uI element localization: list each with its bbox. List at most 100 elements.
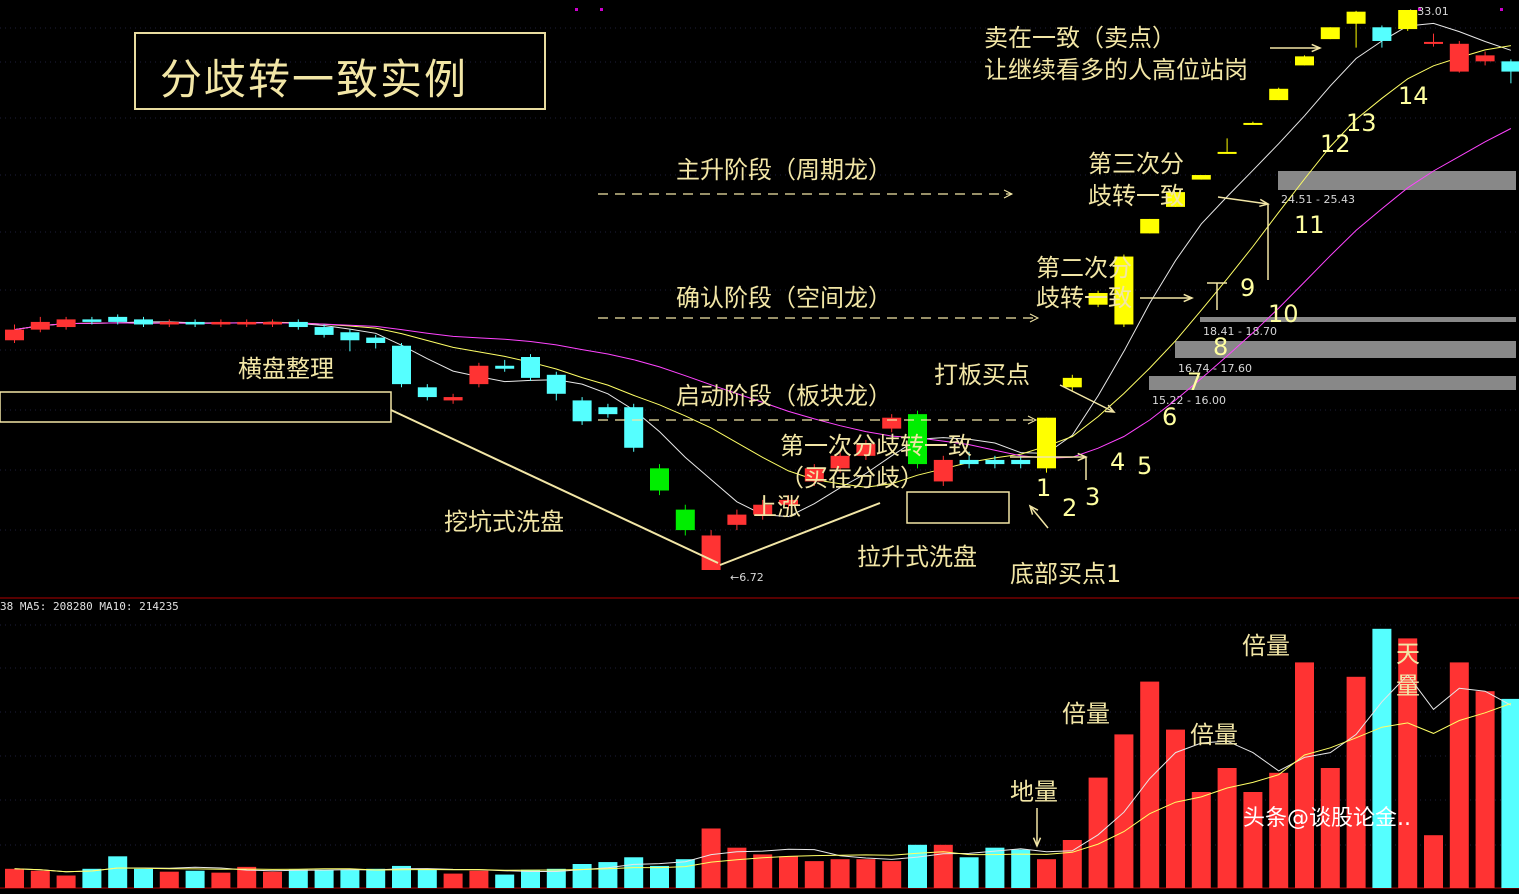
volume-bar	[1449, 662, 1469, 888]
volume-bar	[779, 856, 798, 888]
gridlines	[0, 8, 1519, 889]
pullback-frame	[906, 491, 1010, 524]
annotation-label: 第三次分	[1088, 150, 1184, 178]
candle-body	[1062, 377, 1082, 388]
volume-bars	[5, 628, 1519, 888]
price-zone	[1149, 376, 1516, 390]
candle-body	[1140, 218, 1160, 234]
candle-body	[30, 321, 50, 330]
volume-ma-lines	[14, 674, 1512, 873]
candle-body	[314, 327, 334, 335]
watermark: 头条@谈股论金..	[1243, 806, 1411, 831]
candle-body	[830, 455, 850, 469]
price-zones: 24.51 - 25.43 18.41 - 18.70 16.74 - 17.60 1…	[730, 5, 1516, 584]
dip-arrow-line	[390, 409, 719, 564]
volume-bar	[134, 868, 153, 888]
candle-body	[753, 504, 773, 515]
annotation-label: 量	[1396, 672, 1420, 700]
launch-dashed-arrow-head	[1027, 415, 1038, 425]
consolidation-frame	[0, 391, 392, 423]
candle-body	[701, 535, 721, 570]
annotation-label: 启动阶段（板块龙）	[676, 382, 892, 410]
volume-bar	[856, 859, 876, 888]
volume-bar	[443, 873, 463, 888]
annotation-label: 横盘整理	[238, 355, 334, 383]
volume-bar	[288, 869, 308, 888]
volume-bar	[1114, 734, 1134, 888]
candle-body	[985, 459, 1005, 465]
board-buy-arrow-head	[1104, 404, 1116, 413]
candle-number: 8	[1213, 333, 1228, 361]
candle-body	[1372, 27, 1392, 41]
candle-body	[1320, 27, 1340, 40]
volume-bar	[650, 865, 669, 888]
candle-body	[779, 499, 798, 505]
volume-bar	[572, 864, 592, 888]
annotation-label: 确认阶段（空间龙）	[676, 284, 892, 312]
candle-body	[237, 321, 257, 325]
volume-bar	[1501, 698, 1519, 888]
volume-bar	[985, 847, 1005, 888]
volume-bar	[727, 847, 747, 888]
volume-bar	[5, 868, 24, 888]
candle-number: 12	[1320, 130, 1351, 158]
volume-bar	[1088, 777, 1108, 888]
volume-bar	[392, 865, 411, 888]
annotation-arrows	[0, 43, 1322, 848]
candle-number: 14	[1398, 82, 1429, 110]
price-zone-label: 16.74 - 17.60	[1178, 362, 1252, 375]
annotation-label: 上涨	[753, 493, 801, 521]
annotation-label: 挖坑式洗盘	[444, 508, 564, 536]
candle-body	[82, 319, 102, 322]
volume-bar	[340, 869, 360, 888]
volume-bar	[159, 871, 179, 888]
candle-number: 11	[1294, 211, 1325, 239]
annotation-label: 打板买点	[934, 361, 1030, 389]
volume-bar	[1062, 840, 1082, 888]
volume-bar	[314, 869, 334, 888]
volume-bar	[598, 862, 618, 888]
volume-bar	[1295, 662, 1314, 888]
volume-bar	[1346, 676, 1366, 888]
bottom-buy-arrow	[1029, 505, 1049, 529]
volume-ma5-line	[14, 674, 1512, 873]
price-zone	[1200, 317, 1516, 322]
candle-body	[366, 337, 386, 343]
candle-body	[1424, 41, 1443, 44]
volume-bar	[108, 856, 128, 888]
candle-body	[340, 332, 360, 341]
candle-body	[469, 365, 489, 385]
volume-bar	[469, 870, 489, 888]
volume-bar	[675, 859, 695, 888]
title-box	[134, 32, 546, 110]
candle-body	[443, 397, 463, 401]
sell-point-arrow-head	[1311, 43, 1322, 53]
rise-arrow-line	[719, 502, 881, 566]
candle-body	[185, 321, 205, 325]
candle-body	[1243, 122, 1263, 125]
annotation-label: 歧转一致	[1036, 284, 1132, 312]
annotation-label: 主升阶段（周期龙）	[676, 156, 892, 184]
candle-body	[650, 468, 669, 491]
volume-bar	[417, 868, 437, 888]
candle-body	[933, 459, 953, 482]
annotation-label: 第二次分	[1036, 254, 1132, 282]
candle-body	[727, 514, 747, 525]
candle-body	[572, 400, 592, 422]
volume-bar	[804, 861, 824, 888]
candle-body	[624, 407, 644, 448]
volume-bar	[959, 857, 979, 888]
volume-bar	[1320, 768, 1340, 888]
board-buy-arrow	[1059, 384, 1115, 413]
volume-bar	[1011, 849, 1031, 888]
candle-body	[1114, 256, 1134, 325]
top-marker	[575, 8, 578, 11]
high-price-label: ←33.01	[1408, 5, 1449, 18]
candle-body	[1295, 56, 1314, 66]
low-volume-arrow-head	[1032, 837, 1042, 848]
candle-body	[882, 417, 902, 429]
volume-bar	[1269, 772, 1289, 888]
volume-bar	[237, 866, 257, 888]
candle-body	[263, 321, 282, 325]
